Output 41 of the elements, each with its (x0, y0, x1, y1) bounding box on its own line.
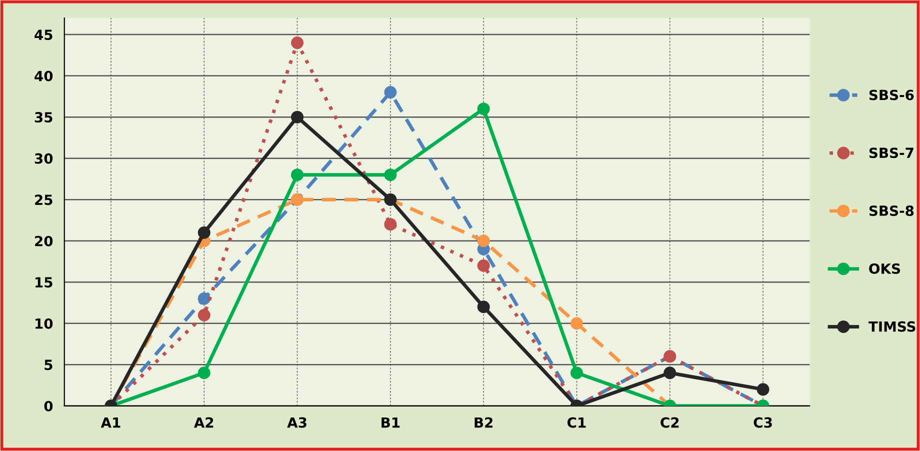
x-tick-label: A1 (100, 417, 120, 428)
point (291, 110, 304, 124)
x-tick-label: C3 (754, 417, 772, 428)
x-tick-label: A3 (287, 417, 306, 428)
point (291, 168, 304, 182)
legend-label: SBS-8 (869, 205, 914, 216)
y-tick-label: 25 (35, 194, 52, 206)
point (570, 366, 583, 380)
y-tick-label: 20 (35, 236, 53, 246)
x-tick-label: B1 (382, 417, 400, 428)
x-tick-label: C1 (567, 417, 586, 428)
legend-label: OKS (869, 263, 900, 274)
y-tick-label: 35 (34, 112, 52, 123)
point (198, 292, 210, 305)
point (198, 226, 210, 239)
legend-label: SBS-7 (869, 148, 914, 158)
x-tick-label: A2 (194, 417, 214, 428)
y-tick-label: 30 (34, 153, 53, 164)
point (664, 366, 676, 380)
y-tick-label: 5 (44, 360, 52, 370)
point (570, 317, 583, 330)
point (384, 218, 397, 231)
point (291, 36, 304, 50)
x-tick-label: C2 (660, 417, 679, 428)
point (384, 168, 397, 182)
point (384, 86, 397, 99)
point (198, 308, 210, 322)
y-tick-label: 45 (34, 30, 52, 40)
point (477, 234, 490, 248)
point (477, 102, 490, 116)
y-tick-label: 15 (36, 277, 52, 288)
x-tick-label: B2 (474, 417, 492, 428)
point (198, 366, 210, 380)
point (477, 300, 490, 314)
y-tick-label: 40 (34, 70, 53, 82)
y-tick-label: 10 (36, 318, 53, 329)
point (756, 383, 770, 396)
legend-label: TIMSS (868, 321, 916, 332)
y-tick-label: 0 (44, 400, 53, 412)
legend-label: SBS-6 (869, 90, 914, 100)
point (477, 259, 490, 272)
